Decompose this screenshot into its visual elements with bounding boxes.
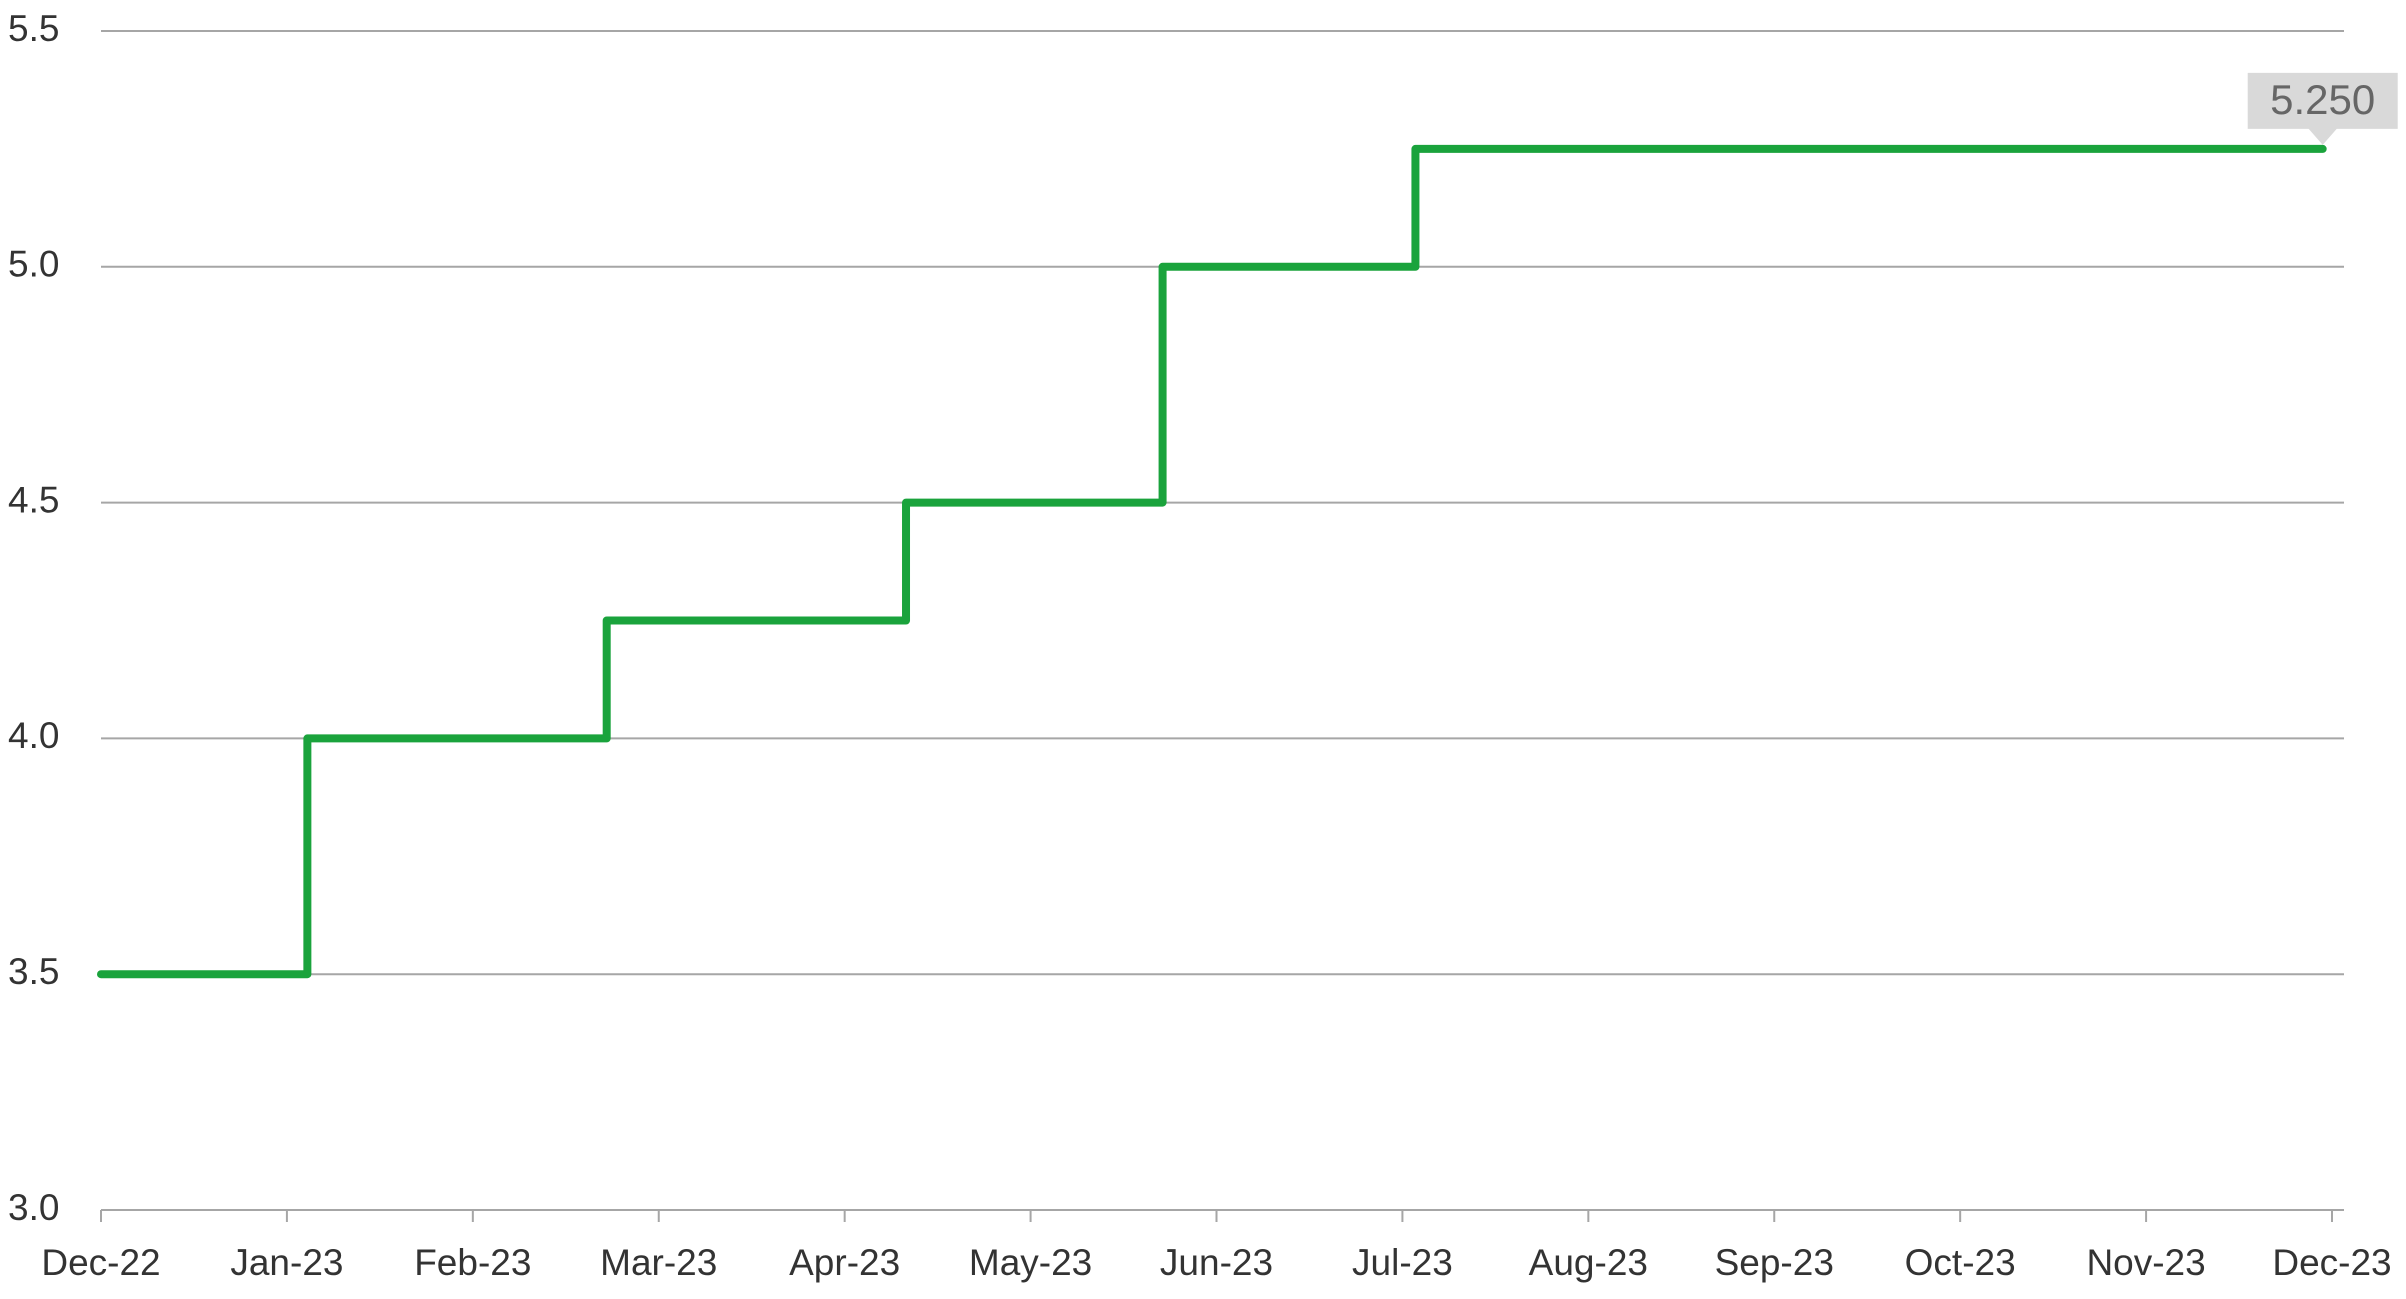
x-tick-label: Sep-23 <box>1715 1242 1834 1283</box>
x-tick-label: May-23 <box>969 1242 1092 1283</box>
x-tick-label: Nov-23 <box>2086 1242 2205 1283</box>
x-tick-label: Oct-23 <box>1905 1242 2016 1283</box>
y-tick-label: 5.0 <box>8 244 59 285</box>
x-tick-label: Feb-23 <box>414 1242 531 1283</box>
x-tick-label: Dec-23 <box>2272 1242 2391 1283</box>
x-tick-label: Jul-23 <box>1352 1242 1453 1283</box>
y-tick-label: 3.5 <box>8 951 59 992</box>
y-tick-label: 5.5 <box>8 8 59 49</box>
callout-box <box>2247 72 2398 145</box>
x-tick-label: Aug-23 <box>1529 1242 1648 1283</box>
x-tick-label: Dec-22 <box>41 1242 160 1283</box>
x-tick-label: Jun-23 <box>1160 1242 1273 1283</box>
x-tick-label: Apr-23 <box>789 1242 900 1283</box>
data-line <box>97 144 2327 979</box>
y-tick-label: 4.0 <box>8 715 59 756</box>
x-tick-label: Jan-23 <box>230 1242 343 1283</box>
data-label: 5.250 <box>2270 76 2375 123</box>
x-tick-label: Mar-23 <box>600 1242 717 1283</box>
y-tick-label: 3.0 <box>8 1187 59 1228</box>
y-tick-label: 4.5 <box>8 479 59 520</box>
